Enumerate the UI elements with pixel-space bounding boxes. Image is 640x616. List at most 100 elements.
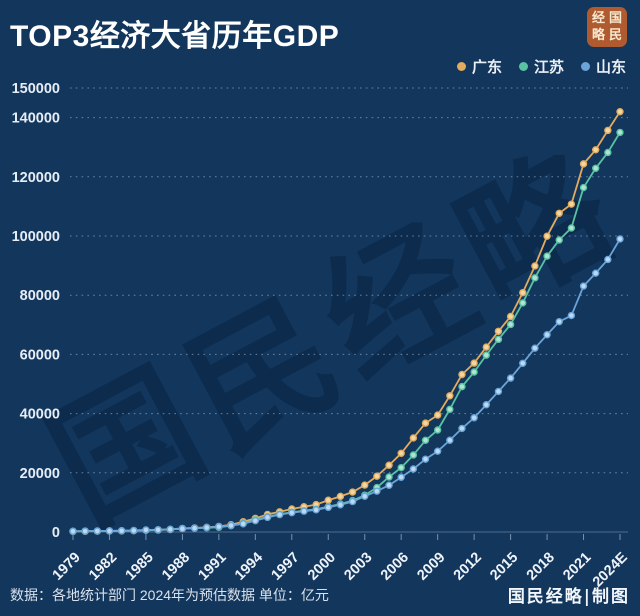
logo-char: 民 (608, 28, 622, 43)
data-point (263, 513, 272, 522)
y-tick-label: 140000 (12, 111, 60, 127)
data-point (397, 473, 405, 481)
data-point (409, 465, 418, 473)
data-point (519, 288, 527, 297)
data-point (190, 524, 199, 532)
legend-item-shandong: 山东 (580, 56, 626, 77)
data-point (446, 392, 454, 400)
x-tick-label: 1985 (123, 550, 157, 584)
data-point (543, 331, 551, 339)
data-point (494, 335, 503, 344)
data-point (579, 160, 588, 168)
credit-note: 国民经略|制图 (507, 587, 630, 607)
data-point (470, 359, 478, 367)
series-line-山东 (72, 238, 621, 533)
data-point (616, 128, 624, 137)
data-point (251, 516, 260, 525)
data-point (385, 461, 393, 469)
data-point (117, 527, 126, 535)
legend-dot-jiangsu (518, 62, 528, 71)
logo-char: 经 (591, 11, 605, 26)
data-point (616, 235, 624, 243)
logo-char: 略 (591, 28, 605, 43)
data-point (433, 411, 442, 419)
x-tick-label: 1979 (50, 550, 84, 584)
data-point (482, 343, 490, 351)
data-point (616, 107, 624, 116)
data-point (348, 497, 357, 506)
data-point (312, 506, 320, 514)
y-tick-label: 40000 (20, 407, 60, 423)
data-point (494, 387, 503, 396)
data-point (178, 524, 187, 533)
data-point (555, 236, 563, 244)
data-point (69, 527, 77, 535)
data-point (361, 492, 369, 500)
data-point (543, 232, 551, 240)
data-point (531, 262, 539, 270)
data-point (458, 382, 466, 391)
x-tick-label: 1982 (86, 550, 120, 584)
x-tick-label: 1994 (232, 550, 266, 584)
x-tick-label: 1988 (159, 550, 193, 584)
data-point (324, 496, 332, 504)
data-point (93, 527, 102, 535)
data-point (203, 523, 211, 532)
x-tick-label: 2006 (378, 550, 412, 584)
data-point (361, 481, 369, 489)
data-point (494, 327, 503, 335)
data-point (215, 522, 223, 531)
data-point (543, 252, 551, 260)
data-point (433, 447, 442, 455)
data-point (470, 368, 478, 376)
data-point (506, 374, 515, 382)
data-point (579, 183, 588, 192)
data-point (397, 463, 405, 472)
series-line-江苏 (72, 131, 621, 533)
data-point (166, 525, 174, 534)
data-point (446, 405, 454, 414)
y-tick-label: 80000 (20, 288, 60, 304)
data-point (519, 359, 527, 367)
data-point (275, 510, 284, 519)
data-point (324, 503, 332, 512)
y-tick-label: 60000 (20, 347, 60, 363)
data-point (567, 224, 576, 232)
data-point (385, 481, 393, 489)
legend-dot-shandong (580, 62, 590, 71)
data-point (336, 501, 345, 509)
data-point (433, 426, 442, 434)
y-tick-label: 20000 (20, 466, 60, 482)
y-tick-label: 150000 (12, 81, 60, 97)
data-point (300, 507, 308, 515)
data-point (482, 401, 490, 409)
brand-logo-badge: 经 国 略 民 (587, 7, 627, 47)
x-tick-label: 2009 (414, 550, 448, 584)
data-point (409, 434, 418, 442)
data-point (336, 492, 345, 501)
data-point (458, 370, 466, 379)
data-point (348, 488, 357, 496)
data-point (604, 148, 612, 157)
x-tick-label: 2015 (487, 550, 521, 584)
data-point (288, 508, 296, 517)
legend-item-jiangsu: 江苏 (518, 56, 564, 77)
data-point (421, 419, 430, 427)
data-point (470, 414, 478, 422)
data-source-note: 数据：各地统计部门 2024年为预估数据 单位：亿元 (10, 587, 329, 603)
data-point (604, 126, 612, 135)
x-tick-label: 1997 (268, 550, 302, 584)
data-point (591, 146, 600, 154)
data-point (373, 472, 381, 480)
data-point (142, 526, 150, 534)
data-point (567, 200, 576, 208)
data-point (81, 527, 89, 535)
data-point (555, 209, 563, 217)
y-tick-label: 100000 (12, 229, 60, 245)
page-title: TOP3经济大省历年GDP (10, 20, 340, 53)
data-point (421, 455, 430, 463)
data-point (458, 424, 466, 433)
legend-dot-guangdong (456, 62, 466, 71)
legend-label: 江苏 (533, 59, 564, 76)
data-point (421, 436, 430, 444)
